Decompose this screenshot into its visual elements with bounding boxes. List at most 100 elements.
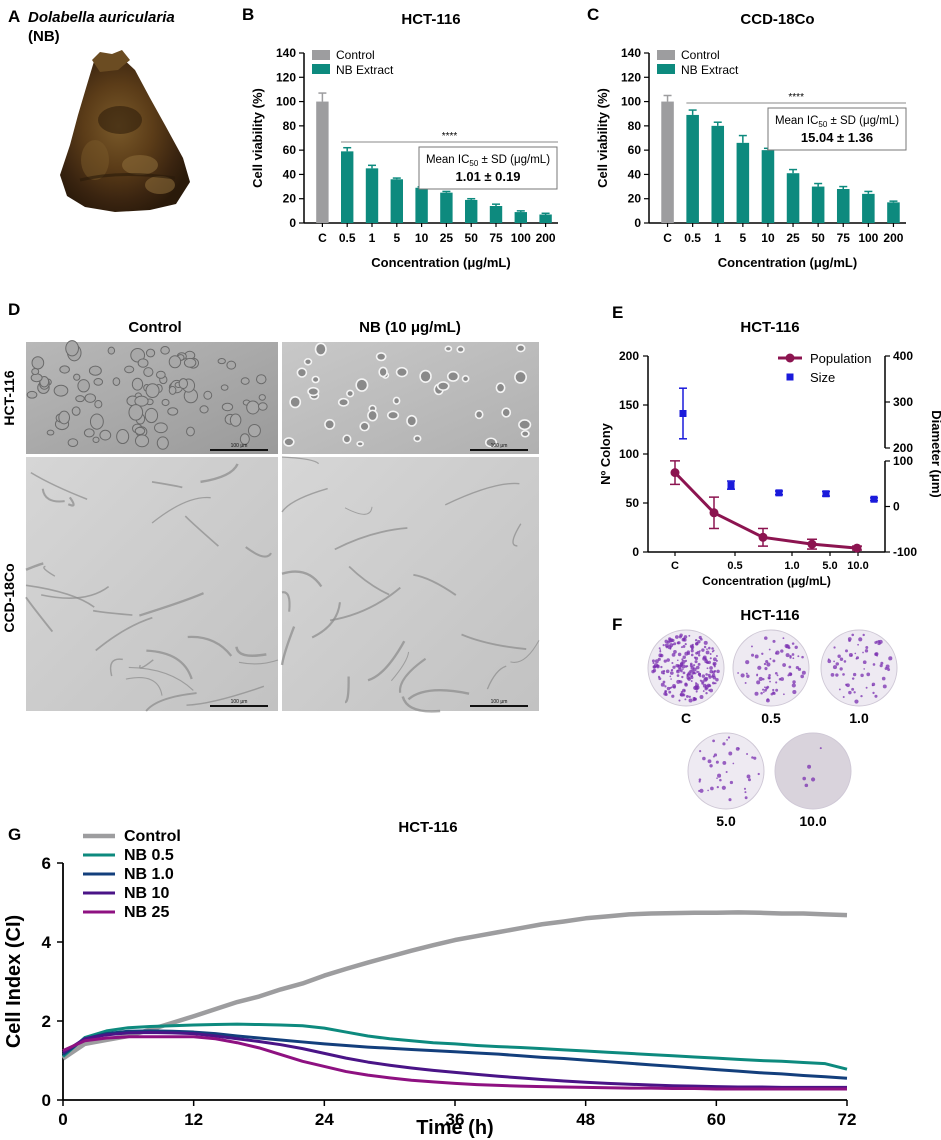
colony-dot: [751, 756, 754, 759]
bar: [761, 150, 775, 223]
fiber: [398, 657, 427, 693]
colony-dot: [653, 665, 656, 669]
colony-dot: [772, 688, 775, 692]
x-tick-label: 100: [511, 231, 531, 245]
fiber: [151, 480, 183, 489]
colony-dot: [769, 680, 771, 683]
colony-dot: [652, 661, 655, 664]
colony-dot: [697, 654, 701, 657]
cell: [134, 426, 146, 435]
colony-dot: [842, 673, 845, 676]
cell: [474, 409, 484, 420]
cell: [116, 429, 130, 445]
colony-dot: [842, 696, 845, 699]
colony-dot: [838, 688, 841, 691]
colony-dot: [676, 674, 680, 677]
y-tick-label: 20: [283, 192, 297, 206]
colony-dot: [681, 675, 684, 679]
colony-dot: [743, 787, 747, 790]
panel-f: F HCT-116 C 0.5 1.0 5.0 10.0: [612, 607, 898, 829]
colony-dot: [660, 665, 663, 669]
fiber: [109, 658, 123, 677]
panel-letter: C: [587, 5, 599, 24]
colony-dot: [668, 637, 672, 641]
colony-dot: [792, 657, 795, 660]
fiber: [281, 570, 323, 588]
colony-dot: [833, 660, 835, 663]
colony-dot: [658, 647, 661, 650]
micrograph-ccd18co-control: 100 μm: [25, 457, 279, 712]
cell: [134, 434, 150, 448]
cell: [342, 434, 352, 444]
colony-dot: [711, 673, 716, 678]
colony-dot: [670, 669, 673, 672]
colony-dot: [702, 690, 705, 692]
panel-letter: B: [242, 5, 254, 24]
colony-dot: [746, 753, 749, 755]
colony-dot: [669, 675, 672, 678]
cell: [392, 396, 401, 405]
panel-a-letter: A: [8, 7, 20, 26]
cell: [484, 437, 498, 448]
fiber: [486, 665, 507, 690]
colony-dot: [772, 639, 776, 643]
cell: [137, 358, 149, 368]
fiber: [311, 602, 341, 639]
x-tick-label: 50: [465, 231, 479, 245]
colony-dot: [795, 665, 800, 670]
colony-dot: [684, 698, 687, 701]
legend-label-control: Control: [681, 48, 720, 62]
colony-dot: [681, 658, 684, 661]
cell: [186, 426, 195, 437]
colony-dot: [690, 674, 694, 678]
colony-dot: [709, 688, 714, 693]
colony-dot: [862, 660, 867, 665]
colony-dot: [669, 646, 672, 649]
colony-dot: [863, 668, 865, 670]
cell: [183, 357, 197, 368]
cell: [168, 385, 177, 395]
colony-dot: [703, 640, 708, 645]
series-line: [61, 910, 848, 1061]
colony-dot: [789, 672, 793, 676]
cell: [59, 365, 70, 374]
colony-dot: [846, 683, 850, 688]
x-tick-label: 48: [576, 1110, 595, 1129]
fiber: [444, 482, 520, 506]
cell: [155, 370, 166, 379]
cell: [375, 352, 387, 362]
colony-dot: [665, 669, 670, 674]
y-axis-label-left: Nº Colony: [598, 422, 613, 485]
x-tick-label: C: [671, 560, 679, 572]
legend-label: NB 0.5: [124, 847, 174, 864]
cell: [378, 366, 388, 378]
bar: [365, 168, 379, 223]
scale-bar-label: 100 μm: [231, 443, 248, 449]
cell: [65, 340, 79, 357]
colony-dot: [708, 684, 712, 688]
y-tick-label: 80: [628, 119, 642, 133]
fiber: [40, 585, 110, 599]
colony-dot: [716, 669, 720, 674]
fiber: [413, 573, 457, 596]
x-tick-label: 50: [811, 231, 825, 245]
culture-well: [732, 629, 810, 707]
colony-dot: [710, 786, 714, 791]
panel-a: A Dolabella auricularia (NB): [8, 7, 190, 212]
ic50-value: 1.01 ± 0.19: [456, 169, 521, 184]
colony-dot: [666, 686, 671, 691]
colony-dot: [802, 776, 807, 781]
colony-dot: [682, 645, 686, 648]
colony-dot: [854, 699, 859, 704]
x-tick-label: 1: [714, 231, 721, 245]
colony-dot: [662, 672, 665, 675]
colony-dot: [744, 796, 748, 800]
y-axis-label: Cell Index (CI): [3, 915, 25, 1048]
colony-dot: [872, 663, 876, 666]
colony-dot: [774, 652, 778, 655]
colony-dot: [686, 675, 691, 680]
colony-dot: [766, 685, 770, 689]
panel-letter: E: [612, 303, 623, 322]
